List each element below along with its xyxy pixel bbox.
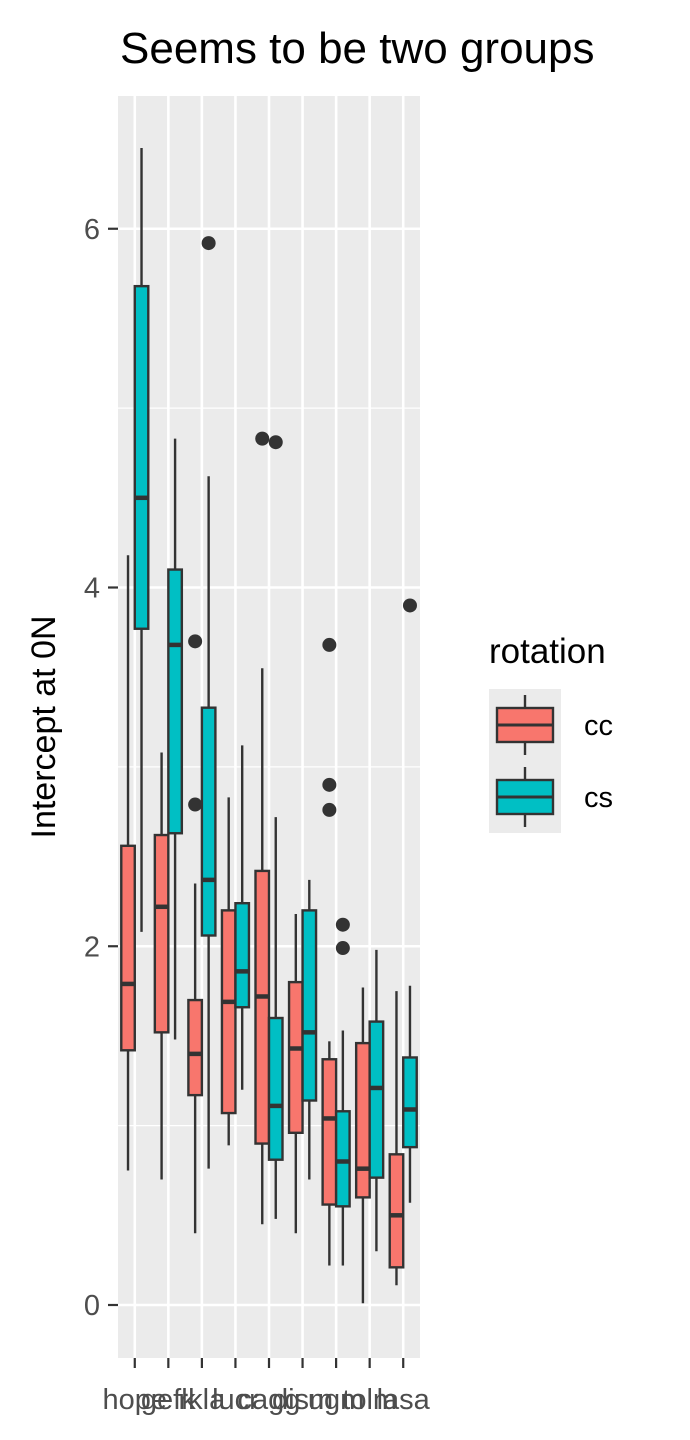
box-body: [133, 284, 150, 630]
legend-title: rotation: [489, 632, 606, 671]
box-body: [354, 1041, 371, 1199]
box-cs-gefk: [167, 438, 184, 1040]
outlier-point: [402, 598, 417, 613]
box-body: [334, 1110, 351, 1208]
box-body: [388, 1153, 405, 1269]
box-cs-lasa: [402, 598, 418, 1203]
box-body: [368, 1020, 385, 1179]
legend-label: cc: [584, 710, 613, 742]
box-cs-ugm: [334, 917, 351, 1266]
box-body: [220, 909, 237, 1115]
box-cc-hope: [120, 555, 136, 1171]
legend: rotation cc cs: [489, 632, 613, 833]
box-cc-lasa: [388, 991, 405, 1286]
y-axis: 0 2 4 6: [84, 214, 118, 1322]
legend-label: cs: [584, 782, 613, 814]
box-body: [167, 568, 184, 835]
legend-entry-cc: cc: [495, 695, 613, 755]
box-cs-hope: [133, 148, 150, 932]
y-tick-label: 6: [84, 214, 100, 246]
box-body: [234, 902, 251, 1009]
box-body: [120, 844, 136, 1052]
x-tick-label: rkla: [179, 1384, 227, 1416]
x-tick-label: tolm: [342, 1384, 397, 1416]
chart-title: Seems to be two groups: [120, 24, 594, 73]
y-tick-label: 2: [84, 931, 100, 963]
box-body: [267, 1016, 284, 1161]
box-cc-tolm: [354, 987, 371, 1304]
box-cs-cagg: [267, 435, 284, 1219]
x-tick-label: lucr: [212, 1384, 259, 1416]
box-cs-dism: [301, 879, 318, 1180]
box-body: [301, 909, 318, 1102]
outlier-point: [188, 634, 203, 649]
outlier-point: [322, 637, 337, 652]
box-body: [200, 706, 217, 937]
y-axis-label: Intercept at 0N: [25, 615, 63, 838]
x-tick-label: dism: [272, 1384, 333, 1416]
box-cc-lucr: [220, 797, 237, 1146]
box-body: [402, 1056, 418, 1149]
box-cs-rkla: [200, 236, 217, 1169]
box-body: [254, 869, 271, 1145]
outlier-point: [322, 802, 337, 817]
box-cc-cagg: [254, 431, 271, 1225]
x-tick-label: lasa: [377, 1384, 431, 1416]
box-cs-lucr: [234, 745, 251, 1090]
box-cs-tolm: [368, 949, 385, 1252]
box-body: [287, 980, 304, 1135]
box-body: [321, 1058, 338, 1206]
outlier-point: [335, 941, 350, 956]
x-tick-label: cagg: [238, 1384, 301, 1416]
x-tick-label: gefk: [141, 1384, 196, 1416]
outlier-point: [268, 435, 283, 450]
box-cc-gefk: [153, 752, 170, 1180]
box-cc-rkla: [187, 634, 204, 1234]
outlier-point: [322, 777, 337, 792]
box-body: [153, 833, 170, 1034]
box-body: [187, 998, 204, 1097]
outlier-point: [201, 236, 216, 251]
outlier-point: [188, 797, 203, 812]
legend-entry-cs: cs: [495, 767, 613, 827]
y-tick-label: 0: [84, 1290, 100, 1322]
box-marks: [120, 148, 418, 1304]
x-tick-label: ugm: [308, 1384, 364, 1416]
outlier-point: [335, 917, 350, 932]
x-tick-label: hope: [103, 1384, 168, 1416]
outlier-point: [255, 431, 270, 446]
y-tick-label: 4: [84, 573, 100, 605]
